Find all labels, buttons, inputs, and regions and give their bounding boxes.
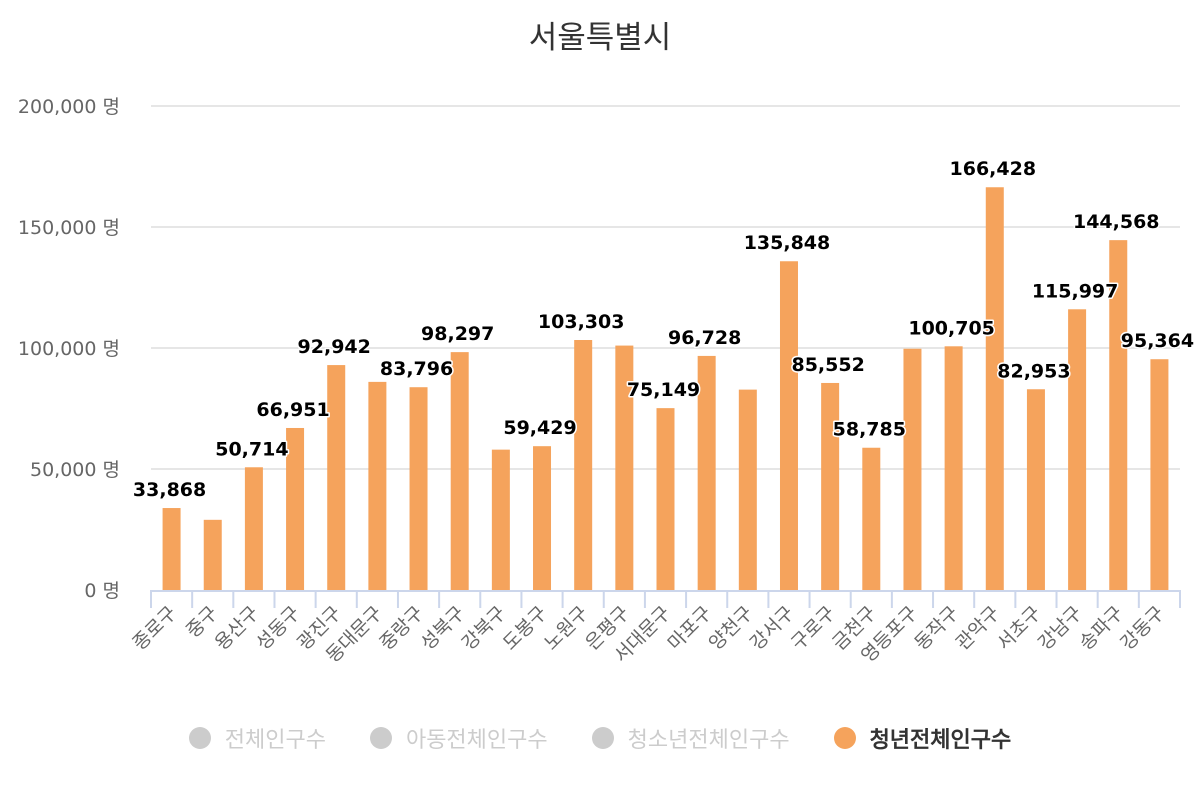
data-label: 135,848 <box>744 232 831 254</box>
data-label: 92,942 <box>298 336 371 358</box>
x-tick-label: 강서구 <box>746 602 799 655</box>
legend-marker-icon <box>369 727 392 749</box>
bar-강남구[interactable] <box>1068 309 1087 590</box>
x-tick-label: 구로구 <box>787 602 840 655</box>
x-tick-label: 강북구 <box>458 602 511 655</box>
bar-용산구[interactable] <box>244 467 263 590</box>
data-label: 59,429 <box>503 417 576 439</box>
y-axis: 0 명 50,000 명 100,000 명 150,000 명 200,000 명 <box>18 96 120 602</box>
y-tick-label: 100,000 명 <box>18 338 120 360</box>
data-label: 83,796 <box>380 358 453 380</box>
legend-label: 청소년전체인구수 <box>627 728 790 753</box>
data-label: 82,953 <box>997 360 1070 382</box>
legend-marker-icon <box>188 727 211 749</box>
x-tick-label: 서초구 <box>993 602 1046 655</box>
y-tick-label: 150,000 명 <box>18 217 120 239</box>
data-label: 95,364 <box>1121 330 1194 352</box>
bar-강동구[interactable] <box>1150 359 1169 590</box>
bar-은평구[interactable] <box>615 345 634 590</box>
data-label: 144,568 <box>1073 211 1160 233</box>
legend-label: 전체인구수 <box>224 728 326 753</box>
x-tick-label: 동작구 <box>911 602 964 655</box>
y-tick-label: 50,000 명 <box>30 459 120 481</box>
data-label: 33,868 <box>133 479 206 501</box>
bar-구로구[interactable] <box>821 382 840 590</box>
x-tick-label: 송파구 <box>1075 602 1128 655</box>
bar-성동구[interactable] <box>286 427 305 590</box>
bar-chart: 0 명 50,000 명 100,000 명 150,000 명 200,000 명 종… <box>18 96 1196 667</box>
x-tick-label: 노원구 <box>540 602 593 655</box>
data-label: 58,785 <box>833 419 906 441</box>
bar-서대문구[interactable] <box>656 408 675 590</box>
data-label: 103,303 <box>538 311 625 333</box>
x-tick-label: 마포구 <box>664 602 717 655</box>
legend-label: 청년전체인구수 <box>869 728 1012 753</box>
bar-노원구[interactable] <box>574 340 593 590</box>
bar-동작구[interactable] <box>944 346 963 590</box>
bar-중랑구[interactable] <box>409 387 428 590</box>
bar-관악구[interactable] <box>985 187 1004 590</box>
bars <box>162 187 1169 590</box>
x-tick-label: 강동구 <box>1116 602 1169 655</box>
x-tick-label: 강남구 <box>1034 602 1087 655</box>
bar-성북구[interactable] <box>450 352 469 590</box>
bar-서초구[interactable] <box>1026 389 1045 590</box>
x-tick-label: 용산구 <box>211 602 264 655</box>
data-label: 66,951 <box>256 399 329 421</box>
x-tick-label: 중랑구 <box>375 602 428 655</box>
data-label: 98,297 <box>421 323 494 345</box>
data-label: 166,428 <box>950 158 1037 180</box>
x-tick-label: 성동구 <box>252 602 305 655</box>
bar-도봉구[interactable] <box>533 446 552 590</box>
legend-marker-icon <box>833 727 856 749</box>
legend-item[interactable]: 청소년전체인구수 <box>591 722 790 754</box>
x-tick-label: 종로구 <box>128 602 181 655</box>
data-label: 96,728 <box>668 327 741 349</box>
data-label: 75,149 <box>627 379 700 401</box>
bar-중구[interactable] <box>203 519 222 590</box>
data-labels: 33,868 50,714 66,951 92,942 83,796 98,297 59,4… <box>131 157 1195 503</box>
bar-동대문구[interactable] <box>368 381 387 590</box>
chart-title: 서울특별시 <box>528 20 672 56</box>
bar-송파구[interactable] <box>1109 240 1128 590</box>
bar-금천구[interactable] <box>862 447 881 590</box>
legend-item[interactable]: 전체인구수 <box>188 722 326 754</box>
legend-label: 아동전체인구수 <box>405 728 548 753</box>
x-tick-label: 관악구 <box>952 602 1005 655</box>
data-label: 85,552 <box>791 354 864 376</box>
x-axis: 종로구 중구용산구성동구광진구동대문구중랑구성북구강북구도봉구노원구은평구서대문구… <box>128 590 1181 667</box>
bar-종로구[interactable] <box>162 508 181 590</box>
data-label: 115,997 <box>1032 280 1119 302</box>
bar-양천구[interactable] <box>738 389 757 590</box>
y-tick-label: 200,000 명 <box>18 96 120 118</box>
x-tick-label: 도봉구 <box>499 602 552 655</box>
legend-item[interactable]: 아동전체인구수 <box>369 722 548 754</box>
bar-강서구[interactable] <box>779 261 798 590</box>
legend-marker-icon <box>591 727 614 749</box>
y-tick-label: 0 명 <box>84 580 120 602</box>
x-tick-label: 성북구 <box>417 602 470 655</box>
data-label: 50,714 <box>215 438 288 460</box>
legend-item[interactable]: 청년전체인구수 <box>833 722 1012 754</box>
bar-강북구[interactable] <box>491 449 510 590</box>
data-label: 100,705 <box>908 317 995 339</box>
x-tick-label: 양천구 <box>705 602 758 655</box>
bar-광진구[interactable] <box>327 365 346 590</box>
bar-영등포구[interactable] <box>903 348 922 590</box>
legend: 전체인구수 아동전체인구수 청소년전체인구수 청년전체인구수 <box>0 722 1200 754</box>
bar-마포구[interactable] <box>697 355 716 590</box>
gridlines <box>151 105 1180 470</box>
